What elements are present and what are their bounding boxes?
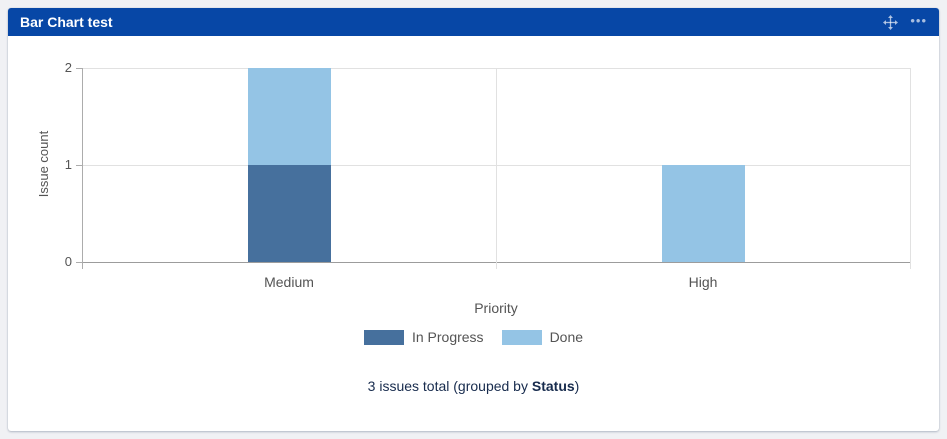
bar-segment-done[interactable] [661,165,745,262]
y-tick-mark [76,68,82,69]
x-axis-title: Priority [474,300,518,316]
plot-right-border [910,68,911,269]
x-category-label: Medium [264,274,314,290]
legend-swatch [363,329,404,345]
x-category-label: High [688,274,718,290]
chart-legend: In Progress Done [8,329,939,345]
y-tick-mark [76,165,82,166]
y-tick-label: 1 [64,157,72,172]
summary-group-field: Status [531,378,575,394]
legend-item-in-progress: In Progress [363,329,484,345]
legend-label: Done [549,329,584,345]
more-options-icon[interactable]: ••• [910,12,927,28]
gadget-header-actions: ••• [883,14,927,31]
gadget-title: Bar Chart test [20,14,113,30]
legend-label: In Progress [411,329,484,345]
gadget-header: Bar Chart test ••• [8,8,939,36]
y-tick-label: 2 [64,60,72,75]
y-tick-mark [76,262,82,263]
summary-prefix: 3 issues total (grouped by [367,378,532,394]
bar-chart: Issue count Priority 0 1 2 Medium High [8,8,939,431]
legend-swatch [501,329,542,345]
v-gridline [496,68,497,269]
y-axis-line [82,68,83,269]
y-tick-label: 0 [64,254,72,269]
legend-item-done: Done [501,329,584,345]
issues-total-summary: 3 issues total (grouped by Status) [8,377,939,395]
bar-segment-in-progress[interactable] [247,165,331,262]
summary-suffix: ) [574,378,580,394]
gadget-card: Bar Chart test ••• Issue count Priority … [8,8,939,431]
bar-segment-done[interactable] [247,68,331,165]
move-icon[interactable] [883,14,899,30]
